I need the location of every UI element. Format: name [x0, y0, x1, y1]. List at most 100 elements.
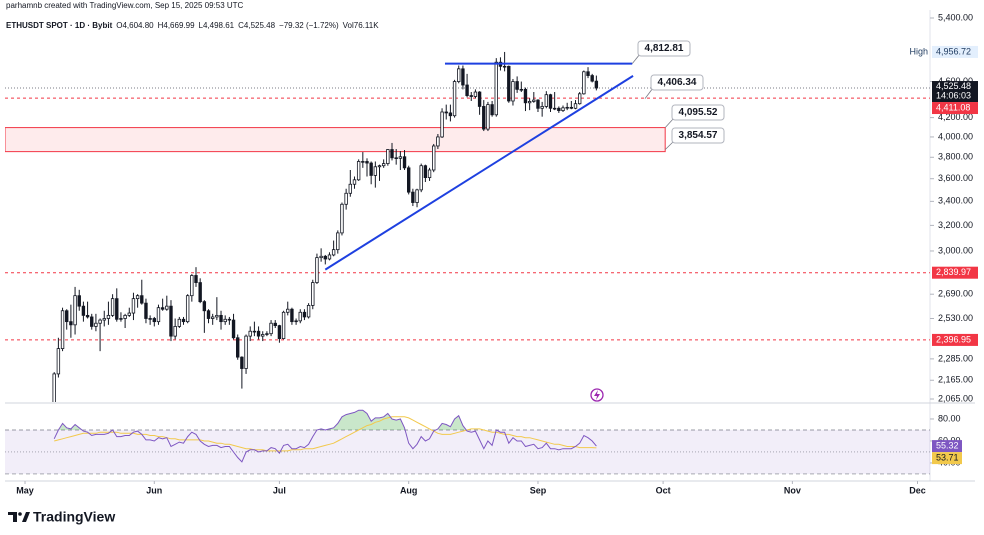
candle-body	[552, 107, 557, 110]
ohlc-value: Vol76.11K	[343, 21, 380, 30]
candle-body	[527, 101, 532, 104]
candle-body	[173, 326, 177, 337]
x-tick-label: Dec	[909, 485, 926, 495]
candle-body	[465, 84, 469, 96]
y-tick-label: 3,600.00	[938, 173, 973, 183]
candle-body	[440, 111, 444, 138]
level-label: 2,396.95	[936, 334, 971, 344]
candle-body	[448, 112, 453, 117]
candle-body	[457, 68, 461, 82]
ohlc-value: C4,525.48	[238, 21, 275, 30]
annotation-label: 4,095.52	[679, 107, 718, 118]
candle-body	[356, 161, 361, 181]
candle-body	[311, 282, 315, 306]
candle-body	[165, 305, 169, 310]
rsi-ma-line	[54, 416, 597, 452]
candle-body	[298, 311, 302, 322]
x-tick-label: Aug	[400, 485, 418, 495]
trend-line	[324, 75, 634, 271]
y-tick-label: 3,000.00	[938, 245, 973, 255]
candle-body	[432, 145, 436, 171]
annotation-label: 4,812.81	[645, 43, 684, 54]
y-tick-label: 4,200.00	[938, 112, 973, 122]
candle-body	[81, 305, 86, 316]
candle-body	[373, 166, 378, 176]
rsi-overbought-fill	[54, 410, 597, 430]
candle-body	[160, 307, 165, 310]
annotation-label: 3,854.57	[679, 130, 718, 141]
candle-body	[127, 312, 131, 316]
candle-body	[444, 111, 448, 114]
candle-body	[177, 318, 182, 327]
x-tick-label: Jul	[273, 485, 286, 495]
candle-body	[565, 106, 569, 109]
candle-body	[56, 348, 61, 375]
candle-body	[85, 314, 90, 318]
countdown: 14:06:03	[936, 90, 971, 100]
candle-body	[315, 257, 319, 283]
candle-body	[294, 320, 298, 323]
ohlc-value: H4,669.99	[158, 21, 195, 30]
candle-body	[369, 162, 373, 176]
candle-body	[98, 319, 102, 324]
candle-body	[236, 337, 240, 358]
candle-body	[248, 330, 252, 337]
candle-body	[569, 106, 574, 109]
support-zone	[5, 127, 666, 153]
high-text: High	[909, 46, 928, 56]
ohlc-value: −79.32 (−1.72%)	[279, 21, 339, 30]
y-tick-label: 3,800.00	[938, 152, 973, 162]
candle-body	[561, 107, 565, 111]
candle-body	[244, 335, 248, 369]
candle-body	[331, 249, 336, 256]
candle-body	[540, 106, 544, 109]
candle-body	[106, 314, 111, 319]
candle-body	[240, 356, 244, 369]
annotation-box	[671, 127, 725, 144]
candle-body	[532, 99, 536, 102]
candle-body	[361, 161, 365, 163]
candle-body	[73, 295, 77, 326]
candle-body	[223, 318, 227, 323]
candle-body	[306, 305, 311, 318]
candle-body	[281, 311, 286, 339]
candle-body	[319, 255, 323, 259]
candle-body	[265, 333, 269, 335]
candle-body	[65, 310, 69, 323]
candle-body	[352, 179, 357, 185]
candle-body	[77, 295, 81, 307]
candle-body	[185, 295, 190, 323]
header: parhamnb created with TradingView.com, S…	[6, 1, 244, 10]
candle-body	[277, 325, 282, 339]
level-label: 2,839.97	[936, 267, 971, 277]
candle-body	[227, 318, 232, 321]
candle-body	[548, 94, 553, 109]
x-tick-label: May	[16, 485, 34, 495]
candle-body	[131, 298, 136, 314]
legend: ETHUSDT SPOT · 1D · Bybit O4,604.80 H4,669…	[6, 21, 379, 30]
level-label-bg	[932, 333, 978, 346]
candle-body	[390, 149, 394, 159]
level-label-bg	[932, 102, 978, 115]
candle-body	[102, 318, 106, 321]
annotation-box	[650, 74, 704, 91]
candle-body	[348, 183, 353, 194]
candle-body	[381, 163, 386, 167]
candle-body	[123, 314, 127, 319]
high-label-bg	[932, 45, 978, 58]
candle-body	[590, 75, 594, 82]
rsi-ma-bg	[932, 452, 962, 465]
candle-body	[340, 203, 344, 234]
candle-body	[344, 192, 348, 205]
candle-body	[181, 318, 186, 323]
candle-body	[256, 330, 261, 337]
candle-body	[215, 314, 219, 318]
candle-body	[452, 81, 457, 117]
annotation-label: 4,406.34	[658, 77, 697, 88]
candle-body	[144, 302, 148, 319]
y-tick-label: 2,065.00	[938, 393, 973, 403]
ohlc-value: L4,498.61	[199, 21, 235, 30]
candle-body	[190, 275, 194, 297]
candle-body	[427, 169, 432, 179]
candle-body	[94, 322, 98, 327]
